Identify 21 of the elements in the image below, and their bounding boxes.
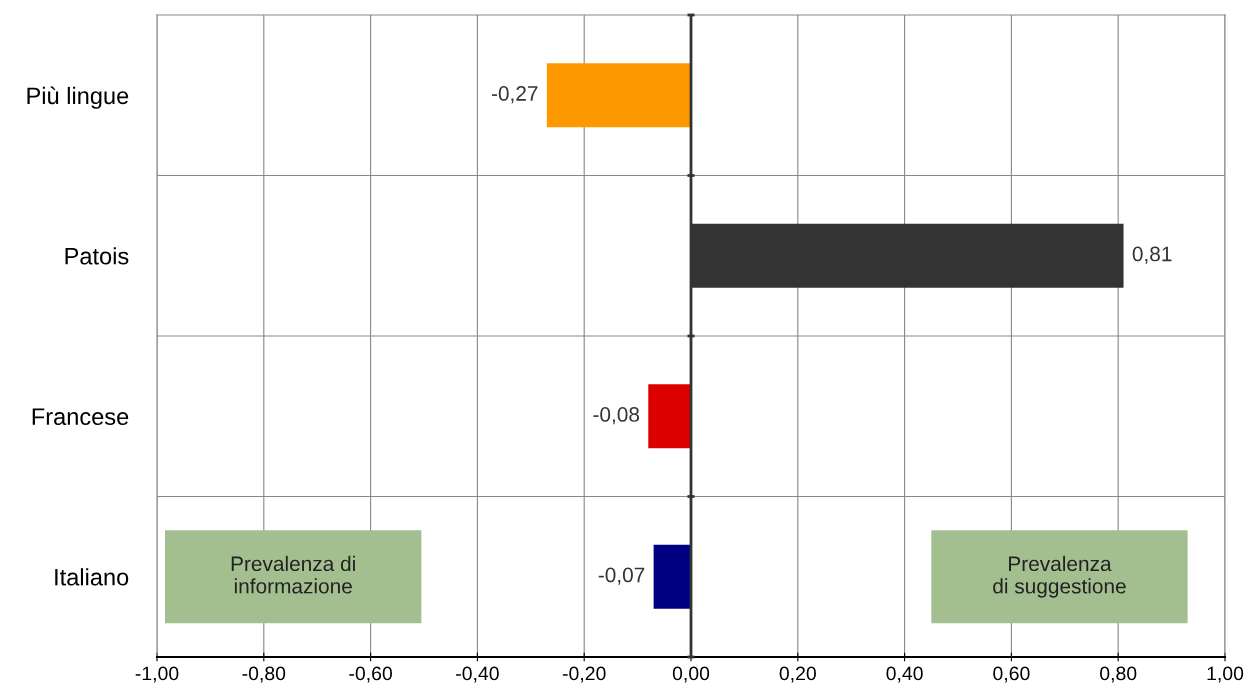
x-tick-label: 0,60 <box>993 666 1030 683</box>
y-tick-label: Patois <box>65 247 129 265</box>
y-tick-label: Francese <box>32 408 129 426</box>
data-label: -0,08 <box>593 407 640 425</box>
annotation: Prevalenza di informazione <box>231 555 355 594</box>
x-tick-label: -0,80 <box>242 666 286 683</box>
x-tick-label: 0,20 <box>779 666 816 683</box>
y-tick-label: Italiano <box>55 568 129 586</box>
data-label: -0,07 <box>598 567 645 585</box>
x-tick-label: 0,80 <box>1100 666 1137 683</box>
x-tick-label: -0,20 <box>562 666 606 683</box>
data-label: -0,27 <box>491 86 538 104</box>
x-tick-label: -0,40 <box>456 666 499 683</box>
x-tick-label: 0,00 <box>672 666 710 683</box>
annotation: Prevalenza di suggestione <box>993 555 1126 598</box>
x-tick-label: 1,00 <box>1207 666 1244 683</box>
x-tick-label: -0,60 <box>349 666 392 683</box>
x-tick-label: -1,00 <box>135 666 179 683</box>
x-tick-label: 0,40 <box>886 666 923 683</box>
data-label: 0,81 <box>1132 246 1172 264</box>
y-tick-label: Più lingue <box>27 86 129 109</box>
